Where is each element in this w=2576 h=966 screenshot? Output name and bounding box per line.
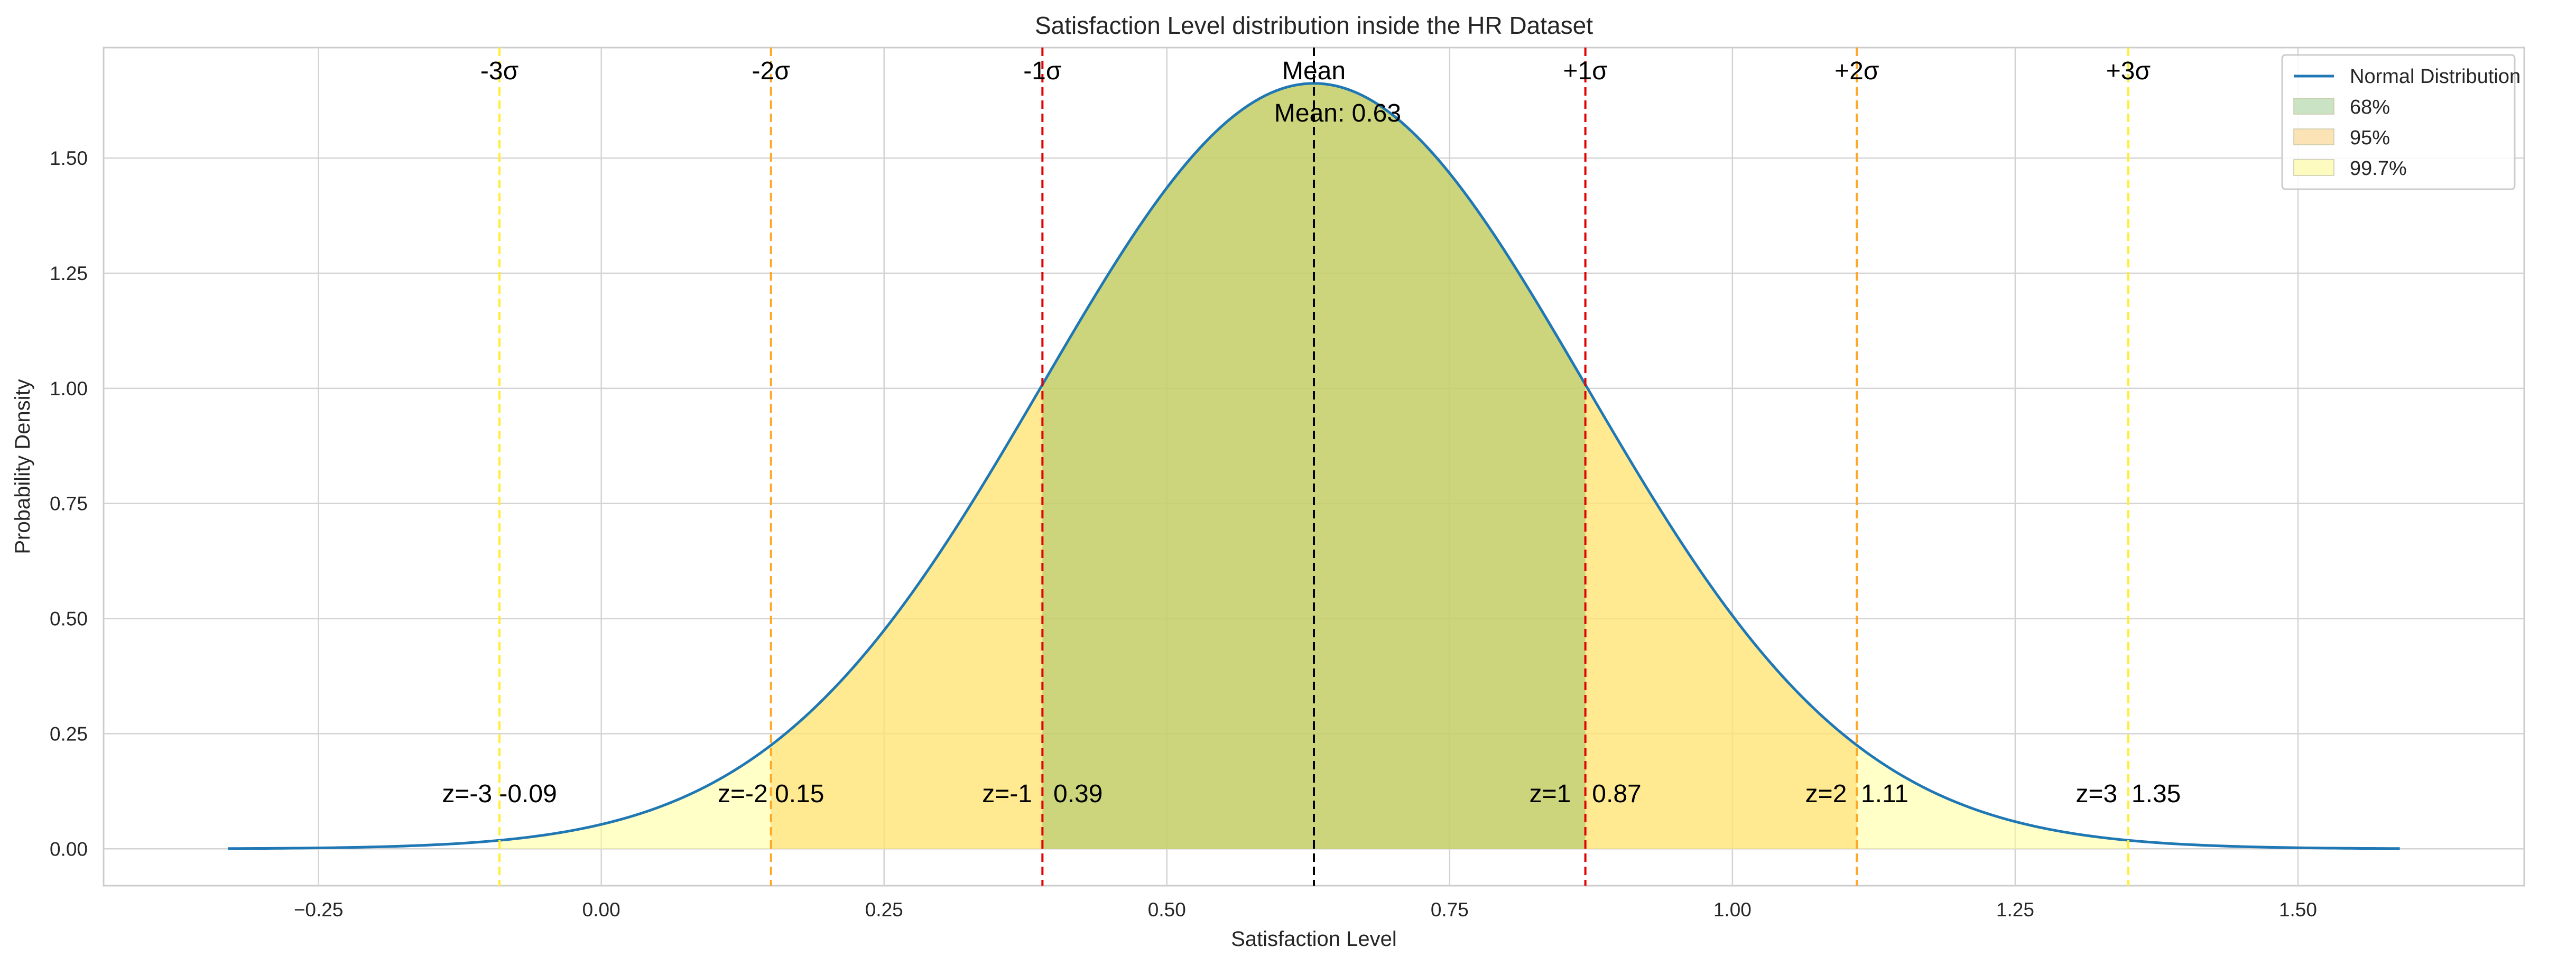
- region-68-percent: [1042, 83, 1586, 849]
- sigma-label-1: -2σ: [752, 57, 790, 85]
- sigma-label-6: +3σ: [2106, 57, 2151, 85]
- sigma-label-4: +1σ: [1563, 57, 1607, 85]
- legend-label: Normal Distribution: [2350, 66, 2521, 88]
- z-label-0: z=-3 -0.09: [442, 780, 557, 808]
- x-axis-label: Satisfaction Level: [1231, 927, 1397, 951]
- legend-swatch-patch: [2293, 159, 2334, 176]
- y-tick-label: 1.25: [50, 263, 88, 284]
- z-label-4: z=1 0.87: [1530, 780, 1642, 808]
- legend-label: 95%: [2350, 127, 2390, 149]
- legend-label: 99.7%: [2350, 157, 2407, 180]
- x-tick-label: 0.25: [865, 899, 903, 921]
- sigma-label-5: +2σ: [1834, 57, 1879, 85]
- x-tick-label: 0.00: [582, 899, 620, 921]
- y-tick-label: 0.00: [50, 838, 88, 860]
- chart-title: Satisfaction Level distribution inside t…: [1035, 12, 1593, 39]
- z-label-5: z=2 1.11: [1805, 780, 1908, 808]
- legend: Normal Distribution 68% 95% 99.7%: [2281, 54, 2521, 190]
- y-tick-label: 0.75: [50, 493, 88, 515]
- z-label-6: z=3 1.35: [2076, 780, 2181, 808]
- legend-label: 68%: [2350, 96, 2390, 118]
- y-tick-label: 0.50: [50, 608, 88, 630]
- x-tick-label: 0.75: [1431, 899, 1469, 921]
- legend-swatch-patch: [2293, 98, 2334, 115]
- legend-swatch-patch: [2293, 128, 2334, 145]
- y-tick-label: 1.50: [50, 147, 88, 169]
- sigma-label-3: Mean: [1282, 57, 1346, 85]
- z-label-1: z=-2 0.15: [718, 780, 824, 808]
- x-tick-label: 0.50: [1148, 899, 1186, 921]
- sigma-label-0: -3σ: [480, 57, 518, 85]
- y-tick-label: 1.00: [50, 378, 88, 400]
- normal-distribution-line: [228, 82, 2400, 850]
- z-label-2: z=-1 0.39: [982, 780, 1102, 808]
- x-tick-label: −0.25: [294, 899, 344, 921]
- legend-box: [2281, 54, 2516, 190]
- y-axis-label: Probability Density: [11, 379, 34, 554]
- mean-annotation: Mean: 0.63: [1274, 99, 1401, 127]
- x-tick-label: 1.00: [1713, 899, 1752, 921]
- x-tick-label: 1.50: [2279, 899, 2317, 921]
- plot-area: -3σ z=-3 -0.09 -2σ z=-2 0.15 -1σ z=-1 0.39 Mea…: [50, 47, 2525, 921]
- sigma-label-2: -1σ: [1023, 57, 1061, 85]
- x-tick-label: 1.25: [1996, 899, 2034, 921]
- y-tick-label: 0.25: [50, 723, 88, 745]
